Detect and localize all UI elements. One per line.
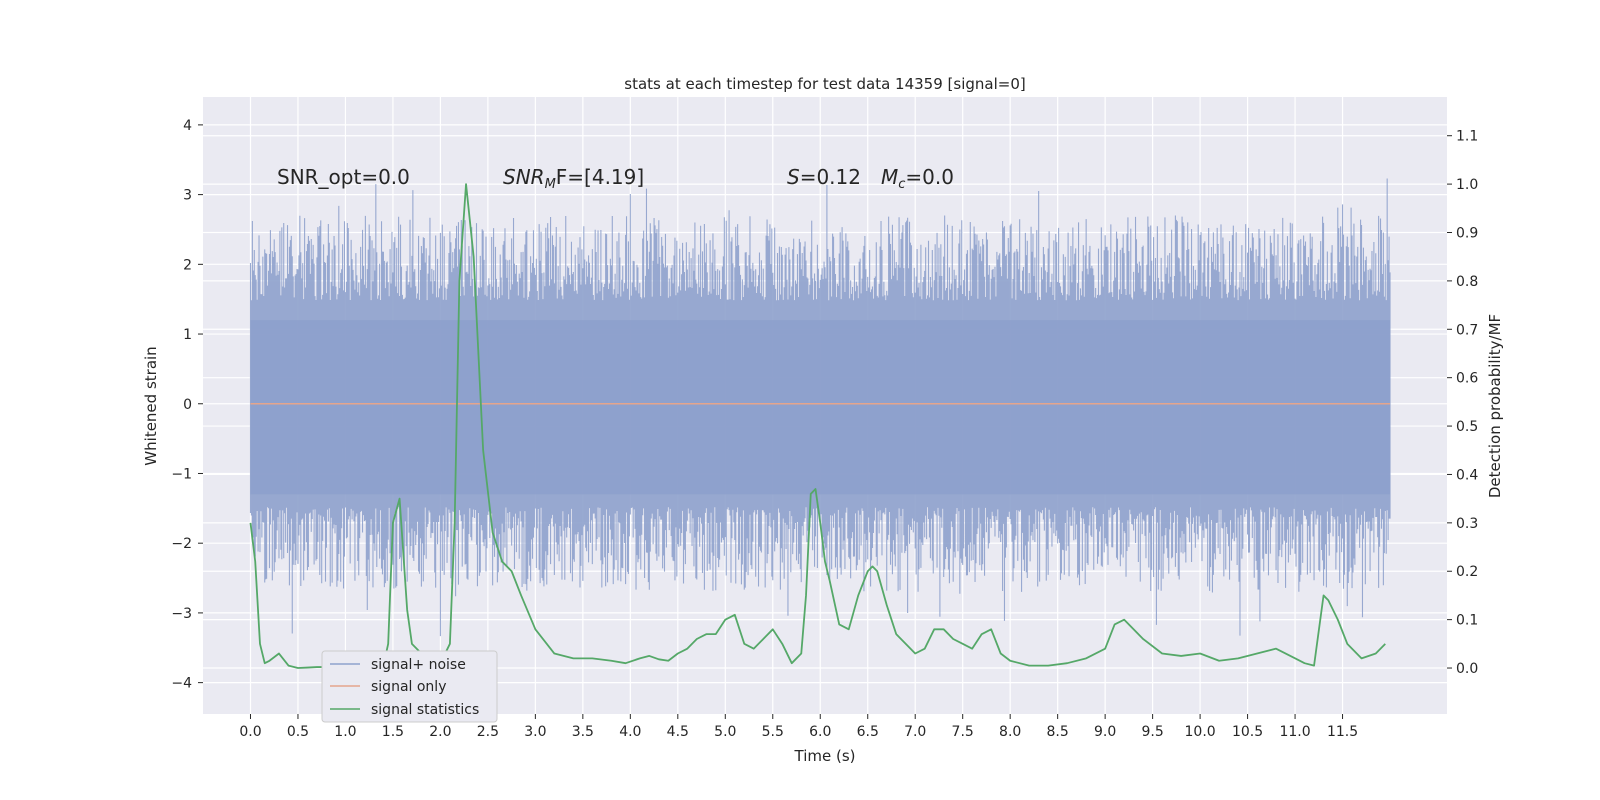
x-tick-label: 7.0 (904, 724, 926, 740)
y-tick-label: 4 (183, 118, 192, 134)
y-tick-label: 3 (183, 188, 192, 204)
annotation-mc-var: M (881, 165, 898, 189)
annotation-mc-sub: c (898, 177, 905, 192)
legend-label-noise: signal+ noise (371, 657, 466, 673)
annotation-snr-mf-sub: M (545, 177, 556, 192)
x-tick-label: 2.5 (477, 724, 499, 740)
x-tick-label: 1.0 (334, 724, 356, 740)
annotation-snr-mf-prefix: SNR (503, 165, 545, 189)
y2-tick-label: 1.1 (1456, 129, 1478, 145)
y2-tick-label: 0.4 (1456, 467, 1478, 483)
x-tick-label: 3.5 (572, 724, 594, 740)
legend-label-stats: signal statistics (371, 702, 479, 718)
annotation-s: S=0.12 (787, 165, 861, 189)
line-series (249, 183, 1391, 669)
annotation-s-value: =0.12 (800, 165, 861, 189)
y-tick-label: 2 (183, 257, 192, 273)
legend-box (321, 650, 498, 723)
x-tick-label: 4.5 (667, 724, 689, 740)
x-tick-label: 9.5 (1141, 724, 1163, 740)
y-tick-label: 1 (183, 327, 192, 343)
y2-tick-label: 0.3 (1456, 516, 1478, 532)
x-axis-label: Time (s) (794, 747, 856, 765)
y-tick-label: −2 (171, 536, 192, 552)
y2-tick-label: 0.8 (1456, 274, 1478, 290)
tick-labels: 0.0 0.5 1.0 1.5 2.0 2.5 3.0 3.5 4.0 4.5 5.0 5.5 6.0 6… (171, 118, 1478, 740)
x-tick-label: 5.5 (762, 724, 784, 740)
legend-label-signal: signal only (371, 679, 446, 695)
x-tick-label: 0.0 (239, 724, 261, 740)
x-tick-label: 2.0 (429, 724, 451, 740)
y-tick-label: −4 (171, 676, 192, 692)
x-tick-label: 10.5 (1232, 724, 1263, 740)
annotation-mc: Mc=0.0 (881, 165, 954, 192)
x-tick-label: 5.0 (714, 724, 736, 740)
y2-tick-label: 1.0 (1456, 177, 1478, 193)
y-axis-label: Whitened strain (142, 346, 160, 465)
noise-series (249, 178, 1391, 637)
annotation-snr-mf: SNRMF=[4.19] (503, 165, 644, 192)
y-tick-label: 0 (183, 397, 192, 413)
x-tick-label: 3.0 (524, 724, 546, 740)
annotation-mc-value: =0.0 (905, 165, 954, 189)
x-tick-label: 6.0 (809, 724, 831, 740)
y-tick-label: −1 (171, 466, 192, 482)
annotation-snr-mf-suffix: F=[4.19] (556, 165, 644, 189)
annotation-s-var: S (787, 165, 800, 189)
x-tick-label: 9.0 (1094, 724, 1116, 740)
x-tick-label: 10.0 (1185, 724, 1216, 740)
x-tick-label: 11.0 (1279, 724, 1310, 740)
y2-tick-label: 0.5 (1456, 419, 1478, 435)
y2-tick-label: 0.0 (1456, 661, 1478, 677)
legend: signal+ noise signal only signal statist… (321, 650, 498, 723)
y2-tick-label: 0.1 (1456, 613, 1478, 629)
y2-tick-label: 0.7 (1456, 322, 1478, 338)
y-tick-label: −3 (171, 606, 192, 622)
annotation-snr-opt: SNR_opt=0.0 (277, 165, 410, 189)
x-tick-label: 4.0 (619, 724, 641, 740)
y2-axis-label: Detection probability/MF (1486, 314, 1504, 498)
x-tick-label: 11.5 (1327, 724, 1358, 740)
x-tick-label: 1.5 (382, 724, 404, 740)
chart-title: stats at each timestep for test data 143… (624, 75, 1025, 93)
y2-tick-label: 0.6 (1456, 371, 1478, 387)
y2-tick-label: 0.2 (1456, 564, 1478, 580)
x-tick-label: 8.0 (999, 724, 1021, 740)
x-tick-label: 0.5 (287, 724, 309, 740)
x-tick-label: 6.5 (857, 724, 879, 740)
x-tick-label: 8.5 (1047, 724, 1069, 740)
y2-tick-label: 0.9 (1456, 225, 1478, 241)
signal-statistics-line (249, 183, 1386, 669)
x-tick-label: 7.5 (952, 724, 974, 740)
